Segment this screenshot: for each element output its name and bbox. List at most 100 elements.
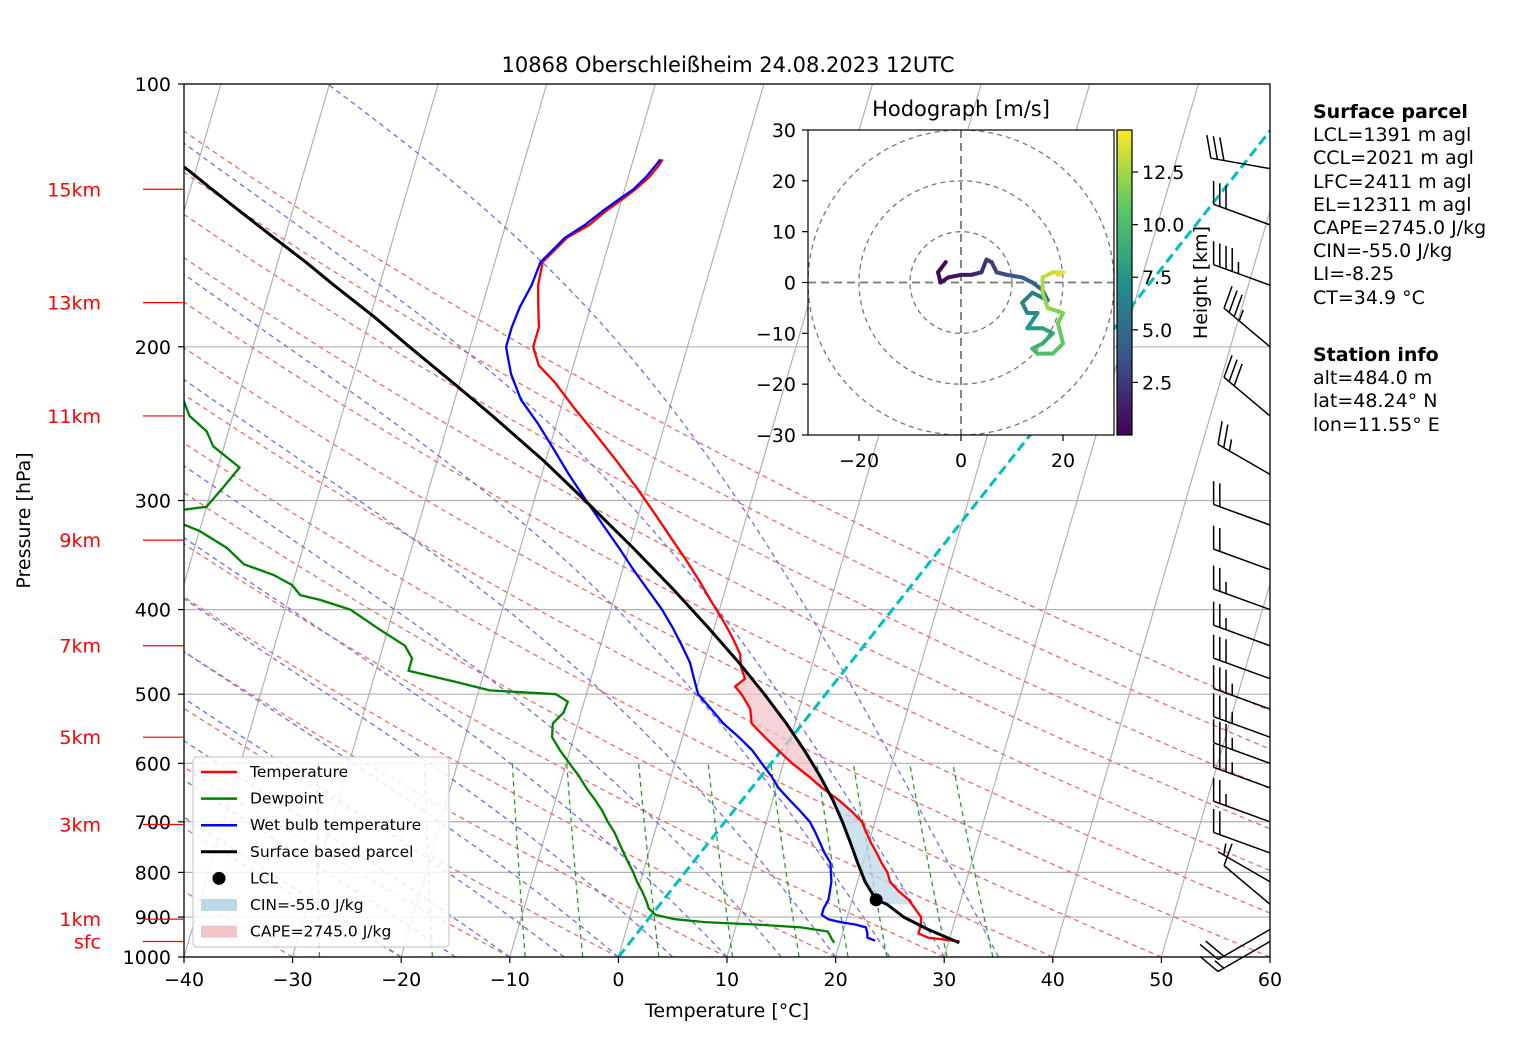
y-tick-label: 900 <box>135 907 171 929</box>
hodograph-y-tick-label: 0 <box>784 273 796 295</box>
lcl-point <box>869 893 883 907</box>
chart-title: 10868 Oberschleißheim 24.08.2023 12UTC <box>502 53 955 77</box>
wind-barb-staff <box>1213 657 1271 680</box>
legend-swatch <box>201 899 237 911</box>
wind-barb-flag <box>1233 363 1243 387</box>
station-lat: lat=48.24° N <box>1313 390 1438 413</box>
surface-parcel-info: Surface parcel LCL=1391 m agl CCL=2021 m… <box>1313 101 1486 310</box>
legend-label: Wet bulb temperature <box>250 816 421 834</box>
hodograph-trace <box>1055 270 1065 277</box>
wind-barb <box>1212 777 1271 823</box>
colorbar <box>1116 129 1133 436</box>
wind-barb-flag <box>1217 421 1223 445</box>
wind-barb <box>1212 180 1271 226</box>
x-tick-label: 30 <box>932 969 956 991</box>
isotherm <box>1052 208 1270 957</box>
wind-barb <box>1217 843 1271 883</box>
wind-barb <box>1212 693 1271 738</box>
wetbulb-line <box>504 158 876 942</box>
info-line-cape: CAPE=2745.0 J/kg <box>1313 217 1487 240</box>
y-tick-label: 100 <box>135 74 171 96</box>
station-info: Station info alt=484.0 m lat=48.24° N lo… <box>1313 344 1440 437</box>
wind-barb-half <box>1228 439 1233 452</box>
wind-barb-staff <box>1213 263 1271 286</box>
legend-label: LCL <box>250 869 278 887</box>
x-tick-label: −10 <box>490 969 530 991</box>
dry-adiabat <box>184 596 836 957</box>
wind-barbs <box>1199 134 1271 973</box>
dry-adiabat <box>184 543 945 957</box>
legend-box <box>192 756 450 948</box>
wind-barb <box>1223 355 1271 417</box>
isotherm <box>1160 581 1270 957</box>
x-tick-label: 60 <box>1258 969 1282 991</box>
dry-adiabat <box>184 256 1270 830</box>
hodograph: Hodograph [m/s] −20 0 20 30 20 10 0 −10 −20 −30 2.5… <box>756 97 1212 472</box>
dry-adiabat <box>184 213 1270 790</box>
hodograph-trace <box>1020 290 1035 305</box>
surface-parcel-heading: Surface parcel <box>1313 101 1468 123</box>
mixing-ratio-line <box>770 763 800 957</box>
wind-barb-staff <box>1213 588 1271 611</box>
height-label: sfc <box>74 932 101 954</box>
height-label: 13km <box>47 293 101 315</box>
wind-barb-staff <box>1210 157 1271 170</box>
info-line-li: LI=-8.25 <box>1313 263 1395 286</box>
wind-barb-staff <box>1217 928 1271 961</box>
hodograph-y-tick-label: −10 <box>756 323 796 345</box>
dry-adiabat <box>184 707 619 957</box>
hodograph-ring <box>909 231 1013 334</box>
wind-barb-staff <box>1213 548 1271 571</box>
wind-barb-flag <box>1199 955 1219 973</box>
wind-barb <box>1212 601 1271 647</box>
hodograph-y-tick-label: 10 <box>772 222 796 244</box>
x-tick-label: 40 <box>1041 969 1065 991</box>
info-line-ccl: CCL=2021 m agl <box>1313 147 1474 170</box>
hodograph-trace <box>1055 321 1065 346</box>
hodograph-trace <box>1040 290 1050 310</box>
x-tick-label: −40 <box>164 969 204 991</box>
x-tick-label: 10 <box>715 969 739 991</box>
moist-adiabat <box>184 697 565 957</box>
hodograph-trace <box>1045 305 1065 315</box>
wind-barb <box>1199 928 1271 961</box>
wind-barb <box>1223 843 1271 905</box>
info-line-cin: CIN=-55.0 J/kg <box>1313 240 1453 263</box>
y-tick-label: 400 <box>135 600 171 622</box>
wind-barb-staff <box>1223 865 1271 905</box>
station-info-heading: Station info <box>1313 344 1439 366</box>
mixing-ratio-line <box>952 763 994 957</box>
dry-adiabat <box>184 130 1270 712</box>
x-axis-label: Temperature [°C] <box>644 1000 809 1022</box>
wind-barb-staff <box>1223 307 1271 348</box>
wind-barb <box>1212 719 1271 765</box>
cape-cin-fills <box>735 665 912 905</box>
dry-adiabat <box>184 442 1162 957</box>
mixing-ratio-line <box>566 763 584 957</box>
moist-adiabat <box>184 273 891 957</box>
cape-area <box>735 665 829 793</box>
hodograph-y-tick-label: 20 <box>772 171 796 193</box>
isotherm <box>184 84 331 587</box>
wind-barb-staff <box>1213 624 1271 647</box>
colorbar-tick-label: 2.5 <box>1142 372 1172 394</box>
hodograph-x-tick-label: −20 <box>839 450 879 472</box>
height-label: 3km <box>59 814 101 836</box>
moist-adiabat <box>184 537 728 957</box>
wind-barb <box>1212 565 1271 611</box>
hodograph-trace <box>1040 331 1055 346</box>
hodograph-trace <box>1025 311 1040 331</box>
hodograph-y-tick-label: 30 <box>772 120 796 142</box>
isotherm <box>0 84 4 957</box>
wind-barb <box>1212 665 1271 710</box>
parcel-line <box>184 165 960 945</box>
wind-barb <box>1212 809 1271 854</box>
y-tick-label: 1000 <box>123 947 171 969</box>
wind-barb <box>1223 285 1271 348</box>
x-tick-label: 50 <box>1149 969 1173 991</box>
wind-barb-flag <box>1228 359 1238 382</box>
height-label: 7km <box>59 636 101 658</box>
wind-barb <box>1212 241 1271 286</box>
mixing-ratio-line <box>511 763 526 957</box>
dry-adiabat <box>184 650 728 957</box>
